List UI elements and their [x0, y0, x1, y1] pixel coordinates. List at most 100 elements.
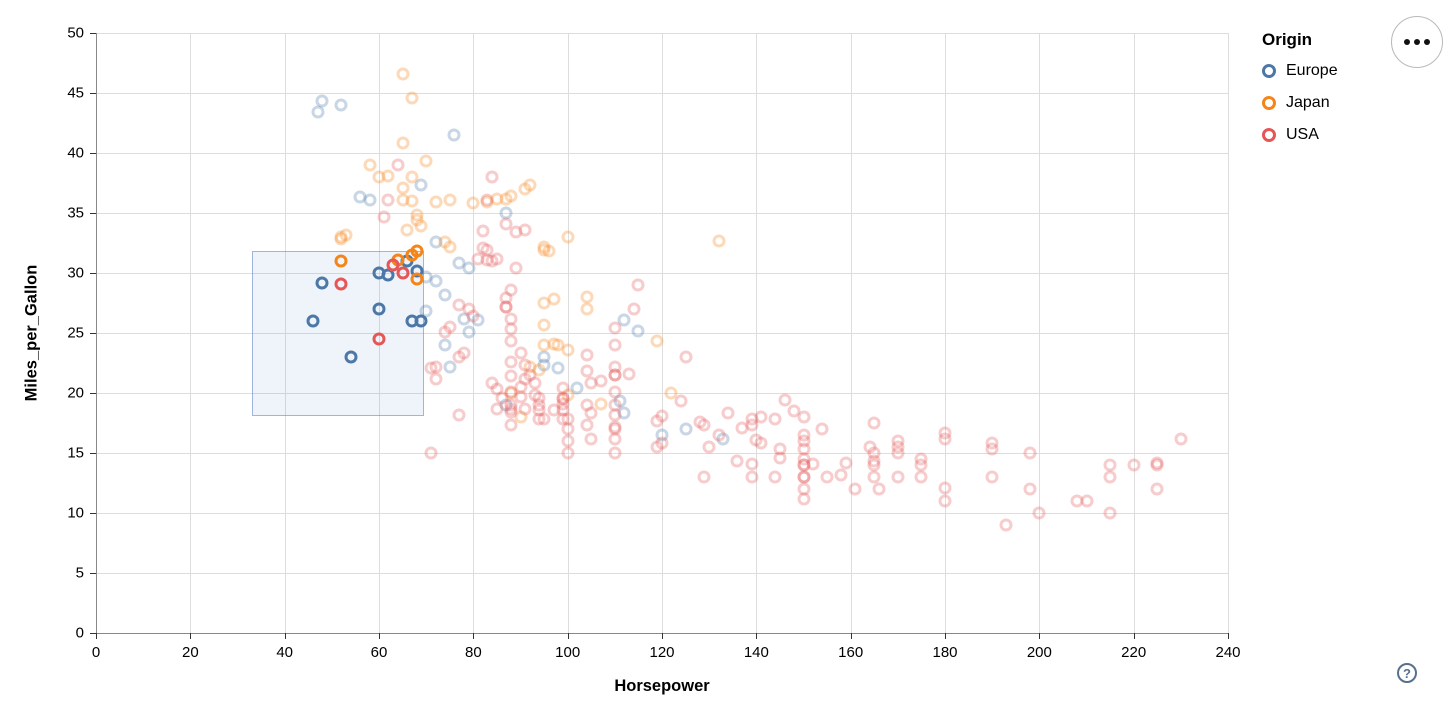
data-point-usa — [745, 457, 759, 471]
data-point-usa — [518, 223, 532, 237]
data-point-europe — [438, 338, 452, 352]
data-point-usa — [556, 392, 570, 406]
data-point-japan — [499, 192, 513, 206]
y-tick — [90, 393, 96, 394]
legend-item-label: Europe — [1286, 61, 1338, 79]
data-point-japan — [561, 230, 575, 244]
data-point-usa — [580, 418, 594, 432]
data-point-usa — [697, 418, 711, 432]
data-point-japan — [664, 386, 678, 400]
x-tick-label: 20 — [181, 644, 199, 661]
data-point-usa — [480, 193, 494, 207]
y-tick-label: 50 — [67, 24, 84, 42]
x-tick — [662, 633, 663, 639]
data-point-europe — [447, 128, 461, 142]
data-point-usa — [476, 224, 490, 238]
data-point-japan — [580, 302, 594, 316]
data-point-japan — [537, 338, 551, 352]
data-point-usa — [457, 346, 471, 360]
data-point-usa — [499, 217, 513, 231]
x-tick-label: 100 — [555, 644, 581, 661]
data-point-japan — [712, 234, 726, 248]
data-point-usa — [745, 418, 759, 432]
data-point-usa — [938, 432, 952, 446]
data-point-usa — [561, 446, 575, 460]
menu-dot-icon — [1423, 38, 1430, 46]
legend-swatch-icon — [1262, 127, 1276, 142]
data-point-usa — [674, 394, 688, 408]
data-point-europe — [551, 361, 565, 375]
data-point-japan — [561, 343, 575, 357]
x-tick — [1039, 633, 1041, 639]
data-point-selected-usa — [372, 332, 386, 346]
data-point-europe — [443, 360, 457, 374]
data-point-usa — [730, 454, 744, 468]
y-gridline — [96, 453, 1228, 454]
data-point-usa — [608, 408, 622, 422]
x-axis-title: Horsepower — [614, 677, 710, 695]
data-point-usa — [721, 406, 735, 420]
y-tick-label: 0 — [75, 624, 84, 642]
data-point-usa — [697, 470, 711, 484]
data-point-usa — [584, 432, 598, 446]
data-point-europe — [679, 422, 693, 436]
data-point-japan — [334, 232, 348, 246]
x-tick-label: 60 — [370, 644, 388, 661]
data-point-usa — [561, 434, 575, 448]
data-point-europe — [315, 94, 329, 108]
data-point-usa — [381, 193, 395, 207]
legend-swatch-icon — [1262, 95, 1276, 110]
x-tick-label: 200 — [1026, 644, 1052, 661]
data-point-usa — [867, 416, 881, 430]
data-point-usa — [867, 458, 881, 472]
data-point-usa — [608, 321, 622, 335]
x-tick-label: 40 — [276, 644, 293, 661]
data-point-usa — [848, 482, 862, 496]
legend-item-label: Japan — [1286, 93, 1330, 111]
data-point-usa — [778, 393, 792, 407]
x-tick-label: 120 — [649, 644, 675, 661]
data-point-usa — [1150, 458, 1164, 472]
data-point-usa — [985, 470, 999, 484]
data-point-usa — [608, 385, 622, 399]
data-point-usa — [518, 402, 532, 416]
x-tick — [567, 633, 569, 639]
data-point-selected-europe — [315, 276, 329, 290]
data-point-japan — [419, 154, 433, 168]
data-point-usa — [1080, 494, 1093, 508]
y-gridline — [96, 333, 1228, 334]
data-point-usa — [712, 428, 726, 442]
menu-dot-icon — [1404, 38, 1411, 46]
data-point-usa — [391, 158, 405, 172]
data-point-usa — [627, 302, 641, 316]
data-point-japan — [537, 243, 551, 257]
data-point-usa — [797, 492, 810, 506]
data-point-usa — [532, 412, 546, 426]
y-tick-label: 40 — [67, 144, 84, 162]
data-point-usa — [608, 338, 622, 352]
data-point-selected-usa — [386, 258, 400, 272]
data-point-usa — [561, 422, 575, 436]
y-tick — [90, 33, 96, 34]
data-point-usa — [820, 470, 834, 484]
data-point-japan — [650, 334, 664, 348]
options-menu-button[interactable] — [1391, 16, 1443, 68]
data-point-usa — [655, 436, 669, 450]
data-point-japan — [405, 170, 419, 184]
data-point-usa — [834, 468, 848, 482]
help-icon[interactable]: ? — [1397, 663, 1417, 683]
data-point-europe — [311, 105, 325, 119]
legend-item-europe: Europe — [1262, 60, 1338, 81]
data-point-europe — [334, 98, 348, 112]
data-point-japan — [537, 296, 551, 310]
x-tick-label: 180 — [932, 644, 958, 661]
x-tick — [1228, 633, 1229, 639]
data-point-japan — [438, 235, 452, 249]
data-point-selected-japan — [334, 254, 348, 268]
data-point-usa — [504, 369, 518, 383]
legend-title: Origin — [1262, 30, 1313, 49]
data-point-usa — [872, 482, 886, 496]
data-point-usa — [1023, 482, 1037, 496]
